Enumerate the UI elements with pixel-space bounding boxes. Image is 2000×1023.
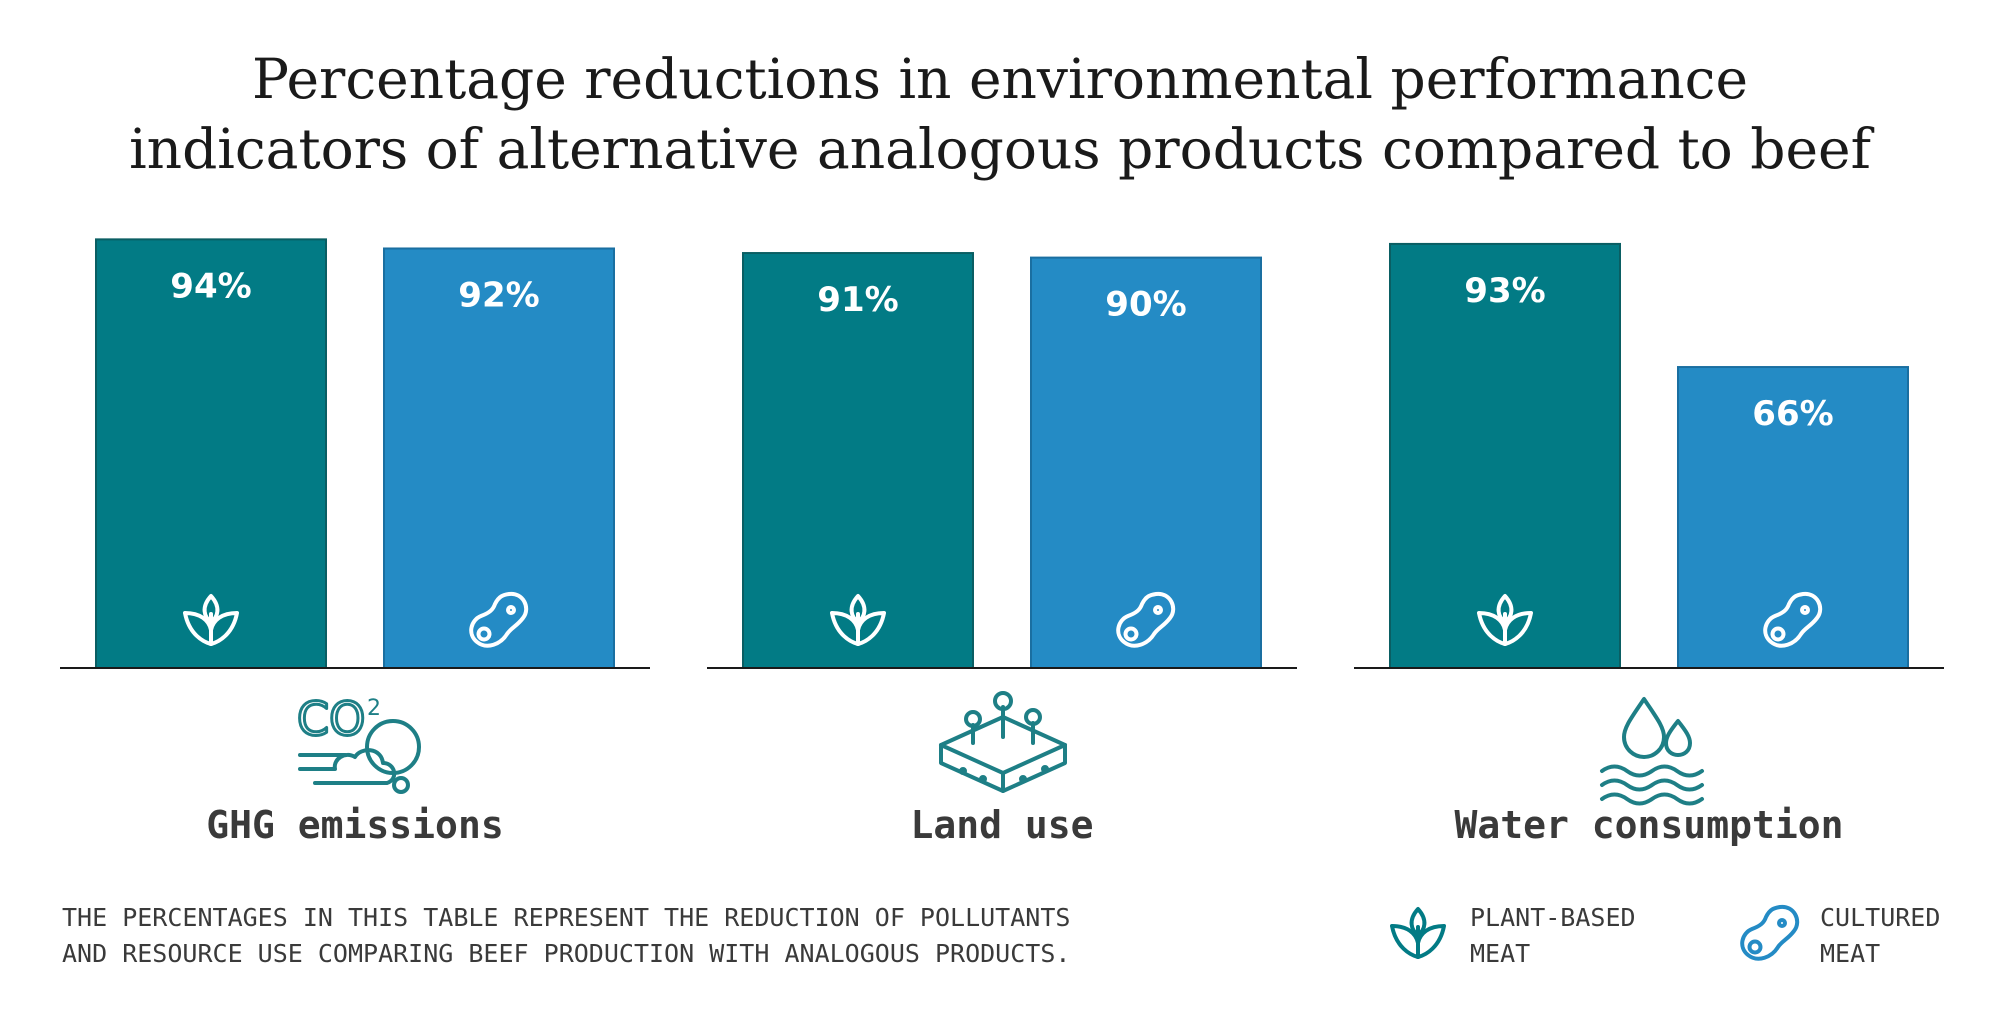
footnote: THE PERCENTAGES IN THIS TABLE REPRESENT … bbox=[62, 900, 1070, 972]
bar-cultured-2 bbox=[1677, 366, 1909, 669]
legend-entry-cultured: CULTURED MEAT bbox=[1820, 900, 2000, 972]
category-label-1: Land use bbox=[910, 803, 1093, 847]
chart-title-line-2: indicators of alternative analogous prod… bbox=[129, 117, 1871, 181]
co2-cloud-icon: CO 2 bbox=[296, 691, 421, 794]
data-label-cultured-2: 66% bbox=[1752, 394, 1833, 434]
land-plot-icon bbox=[939, 691, 1067, 793]
legend-sprout-icon bbox=[1390, 907, 1446, 959]
data-label-cultured-1: 90% bbox=[1105, 285, 1186, 325]
chart-title: Percentage reductions in environmental p… bbox=[0, 44, 2000, 184]
water-drops-icon bbox=[1600, 697, 1704, 806]
legend-label-cultured-line-1: CULTURED bbox=[1820, 903, 1941, 932]
data-label-cultured-0: 92% bbox=[458, 275, 539, 315]
category-label-2: Water consumption bbox=[1455, 803, 1844, 847]
legend-cultured-meat-icon bbox=[1740, 904, 1800, 961]
data-label-plant-2: 93% bbox=[1464, 271, 1545, 311]
chart-title-line-1: Percentage reductions in environmental p… bbox=[251, 47, 1749, 111]
svg-text:CO: CO bbox=[297, 692, 365, 746]
legend-label-cultured-line-2: MEAT bbox=[1820, 939, 1881, 968]
legend-entry-plant: PLANT-BASED MEAT bbox=[1470, 900, 1680, 972]
footnote-line-1: THE PERCENTAGES IN THIS TABLE REPRESENT … bbox=[62, 903, 1071, 932]
legend-label-plant-line-2: MEAT bbox=[1470, 939, 1531, 968]
footnote-line-2: AND RESOURCE USE COMPARING BEEF PRODUCTI… bbox=[62, 939, 1071, 968]
svg-text:2: 2 bbox=[367, 696, 381, 721]
data-label-plant-0: 94% bbox=[170, 266, 251, 306]
data-label-plant-1: 91% bbox=[817, 280, 898, 320]
category-label-0: GHG emissions bbox=[206, 803, 503, 847]
legend-label-plant-line-1: PLANT-BASED bbox=[1470, 903, 1636, 932]
